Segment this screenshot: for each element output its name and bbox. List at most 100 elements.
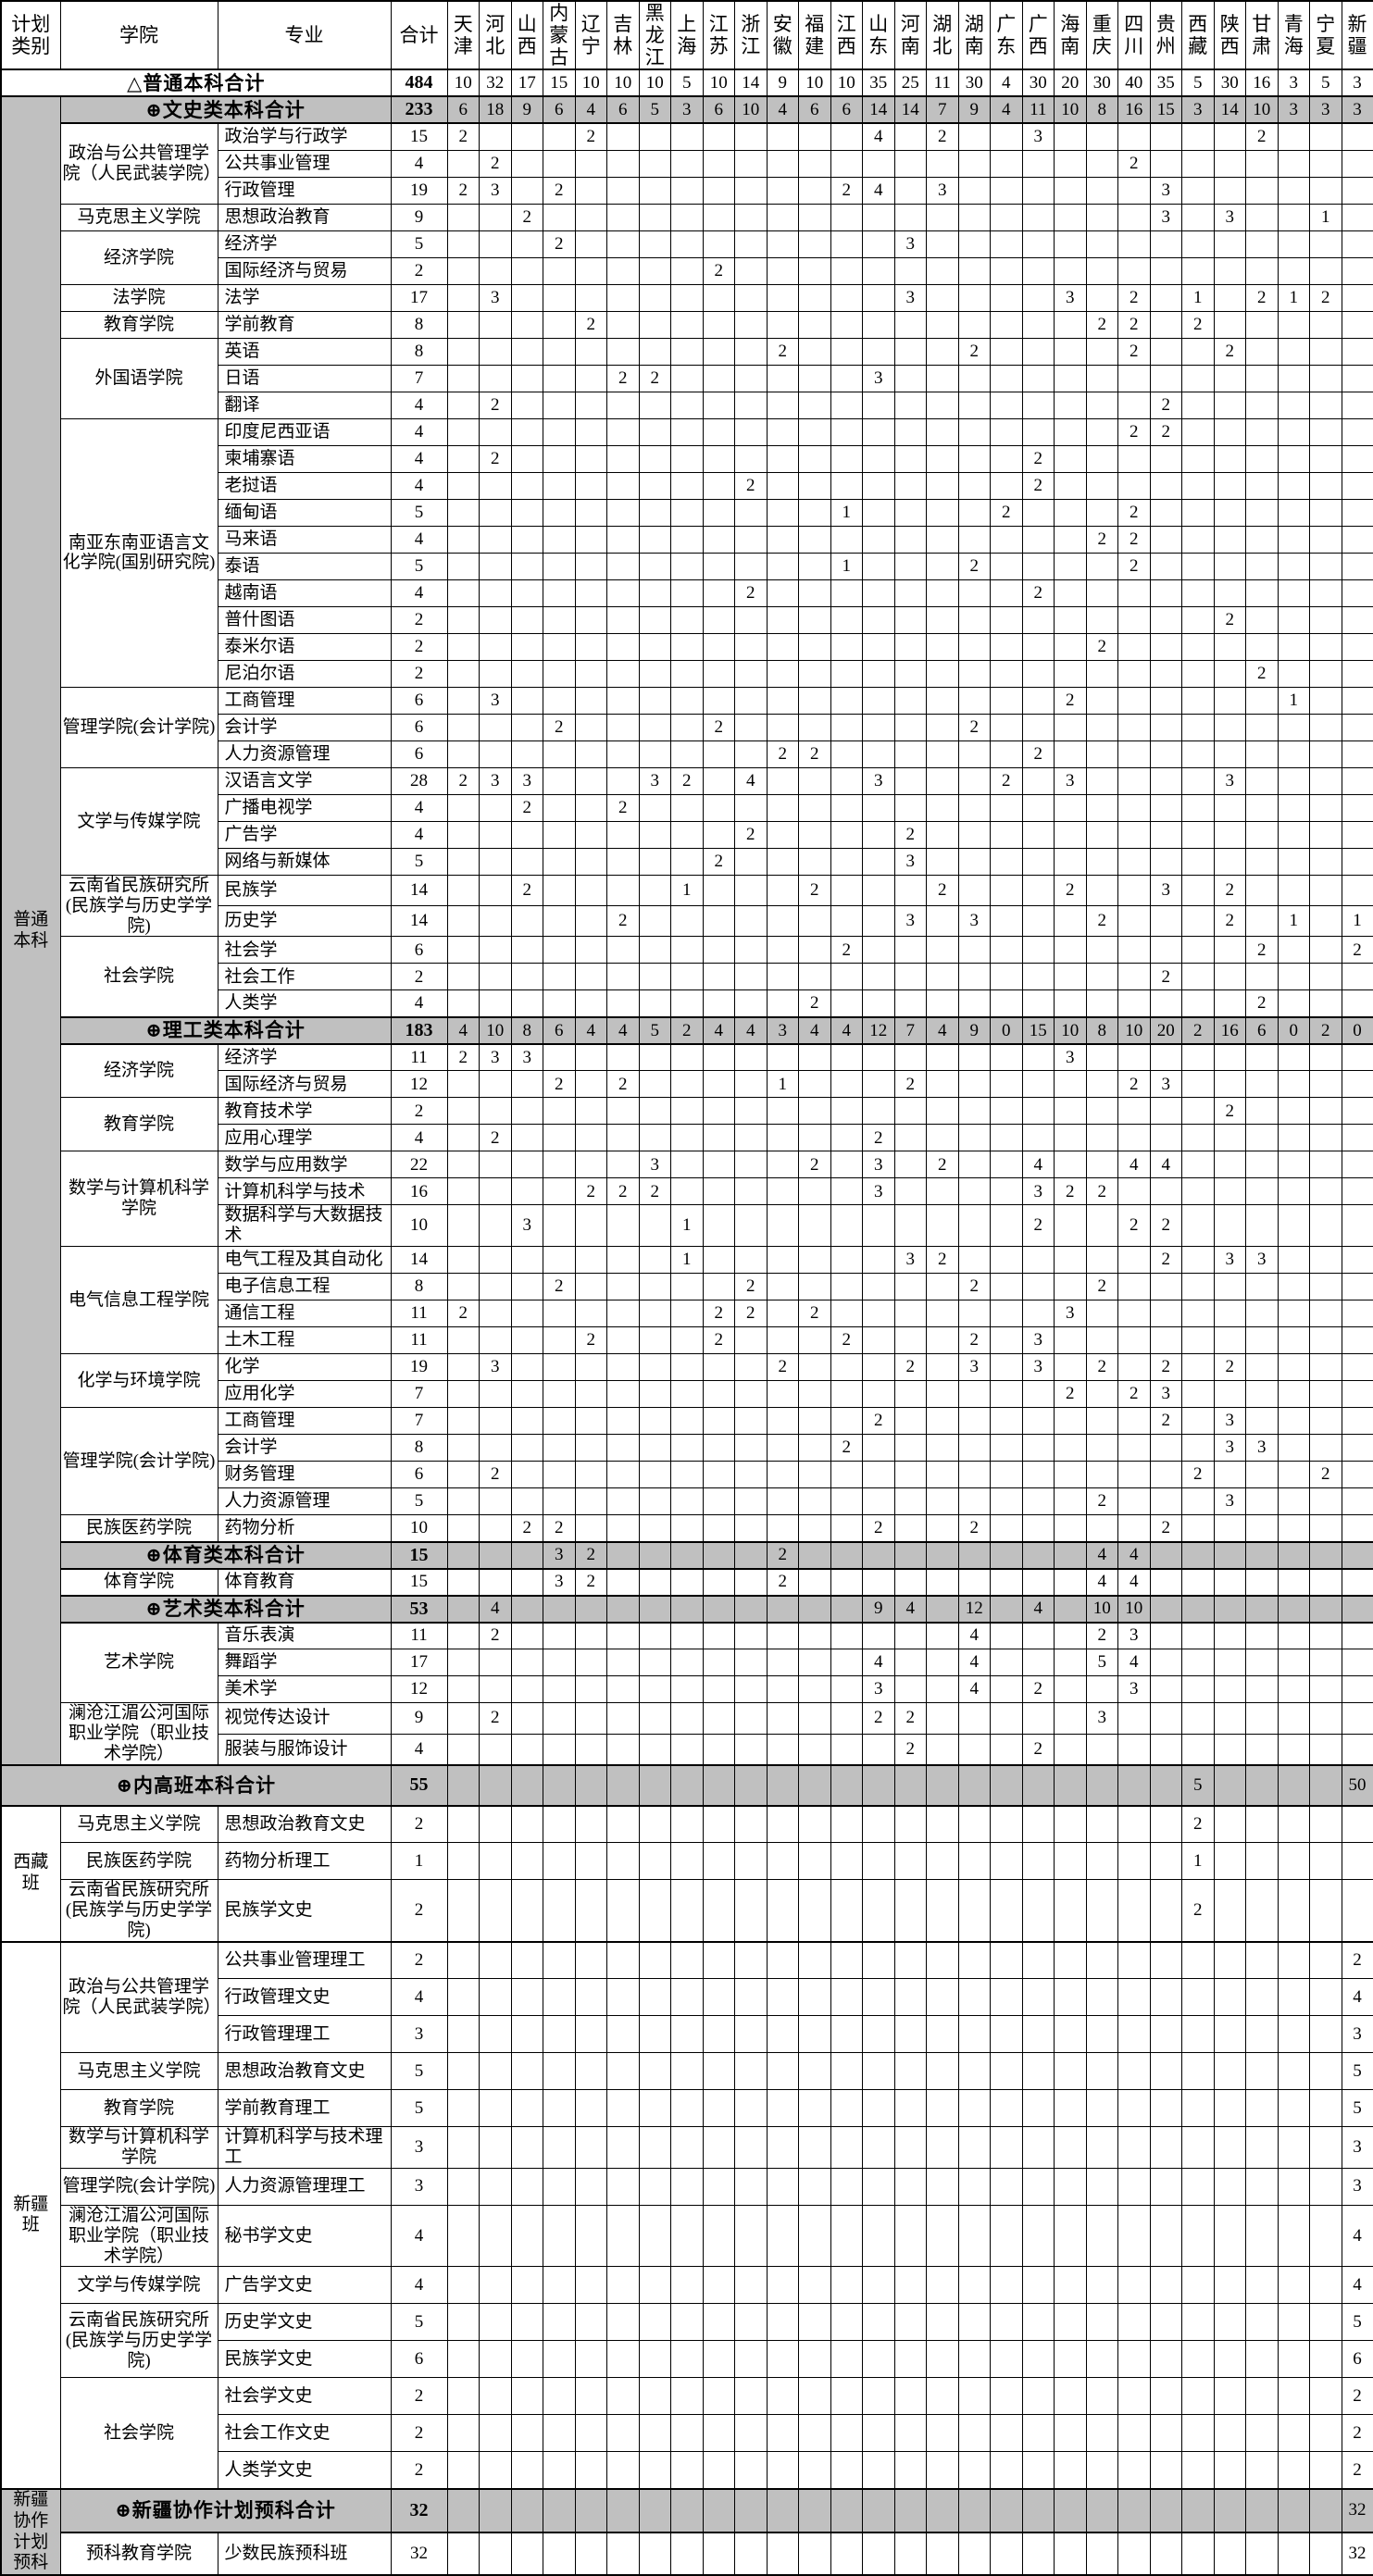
value-cell: 2 [510,874,543,907]
value-cell: 2 [1149,963,1182,991]
value-cell [1085,471,1118,500]
major-row: 土木工程 11 2 2 2 2 3 [1,1326,1373,1355]
value-cell [446,2266,480,2305]
value-cell [926,820,959,849]
value-cell [957,1070,991,1099]
value-cell: 3 [1181,95,1215,125]
value-cell [926,1124,959,1152]
major-row: 财务管理 6 2 2 2 [1,1461,1373,1489]
value-cell [1181,256,1215,285]
value-cell [734,1805,768,1844]
value-cell: 2 [1117,498,1151,527]
value-cell [479,989,512,1018]
value-cell [702,2015,735,2054]
value-cell [574,337,607,366]
value-cell [766,686,799,715]
value-cell [862,1204,895,1248]
value-cell [574,1978,607,2017]
value-cell [766,659,799,688]
value-cell [446,498,480,527]
value-cell [574,579,607,607]
value-cell [862,793,895,822]
value-cell: 3 [862,766,895,795]
total-cell: 4 [390,149,448,178]
value-cell [1245,2015,1279,2054]
value-cell: 3 [1277,95,1310,125]
plan-label: 新疆班 [13,2194,49,2235]
major-cell: 人类学文史 [217,2451,392,2490]
value-cell: 4 [734,766,768,795]
major-row: 网络与新媒体 5 2 3 [1,847,1373,876]
value-cell [798,203,831,231]
value-cell [1021,176,1055,205]
value-cell [543,1151,576,1179]
value-cell [893,874,927,907]
value-cell [446,686,480,715]
value-cell [830,364,863,392]
value-cell [574,2303,607,2342]
value-cell [638,417,671,446]
major-cell: 教育技术学 [217,1097,392,1126]
value-cell [1245,820,1279,849]
value-cell [606,1594,640,1624]
value-cell [574,2015,607,2054]
value-cell [702,1380,735,1409]
major-cell: 经济学 [217,230,392,258]
value-cell [830,2414,863,2453]
value-cell [862,2089,895,2128]
value-cell [734,1487,768,1516]
value-cell [926,552,959,580]
value-cell [798,936,831,964]
value-cell [1277,1461,1310,1489]
value-cell [1245,1568,1279,1597]
value-cell [543,1622,576,1650]
value-cell [702,1940,735,1980]
value-cell: 3 [1149,203,1182,231]
value-cell [1277,936,1310,964]
value-cell [1245,1733,1279,1766]
value-cell [893,1461,927,1489]
major-row: 越南语 4 2 2 [1,579,1373,607]
value-cell [766,1594,799,1624]
value-cell [479,2052,512,2091]
value-cell [926,1702,959,1735]
value-cell [1309,605,1342,634]
value-cell [1341,659,1373,688]
value-cell [893,1649,927,1677]
value-cell [1181,337,1215,366]
value-cell [926,905,959,938]
value-cell [734,605,768,634]
value-cell [1117,874,1151,907]
value-cell [510,2414,543,2453]
value-cell [1149,256,1182,285]
major-row: 社会工作文史 2 2 [1,2414,1373,2453]
value-cell [606,1540,640,1570]
value-cell [798,2377,831,2416]
value-cell [830,2089,863,2128]
value-cell [798,579,831,607]
value-cell [1085,1940,1118,1980]
value-cell [957,2167,991,2206]
value-cell [926,471,959,500]
total-cell: 17 [390,1649,448,1677]
value-cell [1245,2451,1279,2490]
province-header: 江 西 [830,0,863,70]
value-cell [1277,2377,1310,2416]
value-cell: 2 [1021,1204,1055,1248]
major-row: 尼泊尔语 2 2 [1,659,1373,688]
value-cell [446,444,480,473]
value-cell [766,2266,799,2305]
value-cell [1245,1940,1279,1980]
value-cell: 2 [734,579,768,607]
value-cell: 10 [1054,1015,1087,1045]
value-cell [1277,1842,1310,1881]
value-cell [1181,1353,1215,1382]
value-cell [543,1177,576,1206]
value-cell: 5 [1181,1763,1215,1807]
value-cell [510,1842,543,1881]
value-cell [1054,364,1087,392]
value-cell [1213,1204,1246,1248]
value-cell [926,149,959,178]
value-cell [1054,632,1087,661]
value-cell [670,2167,704,2206]
